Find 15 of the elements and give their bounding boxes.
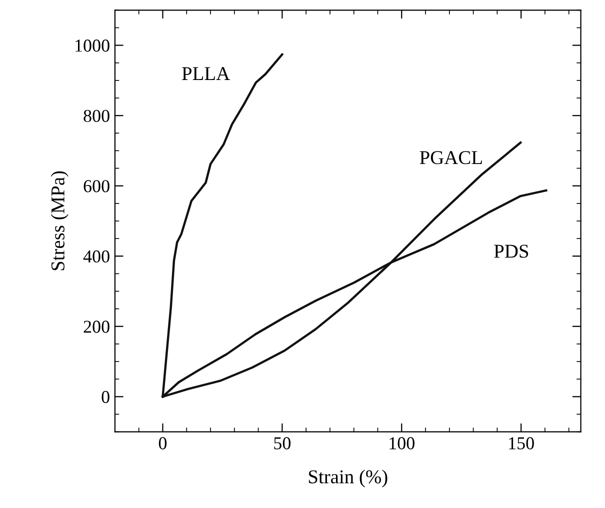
y-tick-label: 1000 [76,40,110,52]
y-tick-label: 400 [83,250,110,263]
x-tick-label: 150 [509,437,534,450]
y-tick-label: 800 [84,110,110,122]
x-tick-label: 100 [390,437,414,450]
x-tick-label: 50 [274,437,291,450]
series-label: PDS [494,244,528,258]
y-tick-label: 0 [102,390,110,404]
y-tick-label: 600 [84,180,110,192]
series-label: PLLA [182,67,230,80]
x-tick-label: 0 [158,437,167,450]
y-axis-title: Stress (MPa) [50,171,68,270]
y-tick-label: 200 [84,320,110,333]
x-axis-title: Strain (%) [308,470,388,488]
series-label: PGACL [420,151,482,164]
